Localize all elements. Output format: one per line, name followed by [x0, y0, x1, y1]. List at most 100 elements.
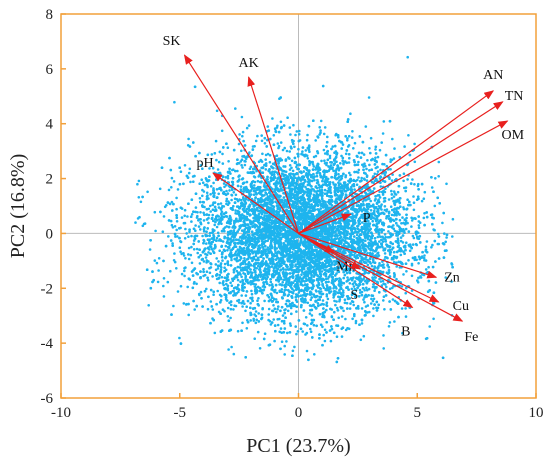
scatter-point — [313, 353, 316, 356]
scatter-point — [348, 307, 352, 310]
scatter-point — [278, 330, 282, 334]
scatter-point — [320, 270, 324, 273]
scatter-point — [424, 268, 428, 271]
scatter-point — [184, 266, 187, 269]
scatter-point — [237, 301, 241, 304]
scatter-point — [240, 163, 243, 167]
scatter-point — [373, 199, 377, 202]
scatter-point — [434, 177, 437, 180]
scatter-point — [391, 298, 395, 301]
scatter-point — [269, 323, 273, 326]
scatter-point — [353, 188, 356, 191]
scatter-point — [208, 231, 212, 235]
scatter-point — [137, 196, 141, 199]
scatter-point — [139, 200, 143, 204]
scatter-point — [208, 234, 211, 238]
scatter-point — [322, 333, 326, 337]
scatter-point — [378, 196, 382, 199]
scatter-point — [296, 155, 300, 158]
scatter-point — [385, 164, 389, 168]
scatter-point — [209, 193, 212, 196]
scatter-point — [244, 294, 248, 297]
scatter-point — [365, 202, 369, 206]
scatter-point — [306, 133, 309, 137]
scatter-point — [401, 331, 404, 335]
scatter-point — [368, 169, 371, 172]
scatter-point — [280, 290, 284, 294]
scatter-point — [388, 321, 392, 324]
scatter-point — [371, 299, 375, 303]
scatter-point — [410, 225, 413, 228]
scatter-point — [405, 270, 408, 273]
scatter-point — [437, 160, 441, 164]
scatter-point — [268, 154, 272, 157]
scatter-point — [269, 280, 273, 284]
scatter-point — [221, 240, 225, 243]
scatter-point — [234, 107, 237, 110]
scatter-point — [334, 303, 337, 307]
scatter-point — [383, 199, 387, 203]
scatter-point — [241, 155, 244, 158]
scatter-point — [190, 234, 193, 238]
scatter-point — [294, 207, 298, 210]
scatter-point — [362, 287, 365, 290]
scatter-point — [256, 134, 259, 138]
scatter-point — [202, 219, 206, 222]
scatter-point — [356, 224, 359, 228]
scatter-point — [263, 299, 266, 303]
scatter-point — [243, 302, 246, 306]
scatter-point — [346, 137, 349, 140]
scatter-point — [376, 155, 380, 159]
scatter-point — [396, 234, 400, 237]
scatter-point — [213, 223, 216, 227]
scatter-point — [351, 282, 355, 286]
scatter-point — [404, 227, 408, 231]
scatter-point — [211, 208, 215, 211]
scatter-point — [354, 288, 358, 292]
scatter-point — [236, 169, 239, 173]
scatter-point — [280, 340, 284, 344]
scatter-point — [242, 190, 245, 193]
scatter-point — [430, 246, 433, 249]
scatter-point — [345, 271, 349, 275]
scatter-point — [258, 347, 262, 350]
scatter-point — [234, 169, 237, 173]
scatter-point — [315, 174, 319, 178]
scatter-point — [342, 291, 345, 294]
scatter-point — [382, 295, 386, 299]
scatter-point — [392, 190, 396, 193]
scatter-point — [242, 139, 245, 143]
scatter-point — [417, 255, 421, 258]
scatter-point — [209, 245, 213, 249]
scatter-point — [341, 143, 345, 146]
scatter-point — [187, 235, 190, 238]
scatter-point — [146, 190, 149, 194]
scatter-point — [250, 292, 254, 296]
scatter-point — [351, 317, 354, 321]
scatter-point — [285, 149, 289, 153]
scatter-point — [225, 197, 229, 201]
scatter-point — [404, 315, 408, 318]
scatter-point — [318, 133, 321, 136]
scatter-point — [387, 198, 391, 201]
scatter-point — [365, 179, 369, 182]
scatter-point — [402, 250, 405, 253]
scatter-point — [240, 294, 243, 297]
scatter-point — [212, 293, 215, 297]
scatter-point — [236, 278, 240, 282]
scatter-point — [382, 299, 385, 302]
scatter-point — [390, 189, 393, 193]
scatter-point — [256, 179, 260, 183]
scatter-point — [222, 182, 226, 185]
scatter-point — [328, 156, 332, 160]
scatter-point — [370, 297, 373, 301]
scatter-point — [254, 273, 258, 277]
scatter-point — [444, 276, 448, 279]
scatter-point — [393, 147, 396, 150]
scatter-point — [344, 317, 347, 321]
scatter-point — [398, 218, 402, 222]
scatter-point — [400, 222, 403, 225]
scatter-point — [190, 261, 194, 265]
scatter-point — [286, 116, 289, 119]
scatter-point — [275, 291, 279, 295]
